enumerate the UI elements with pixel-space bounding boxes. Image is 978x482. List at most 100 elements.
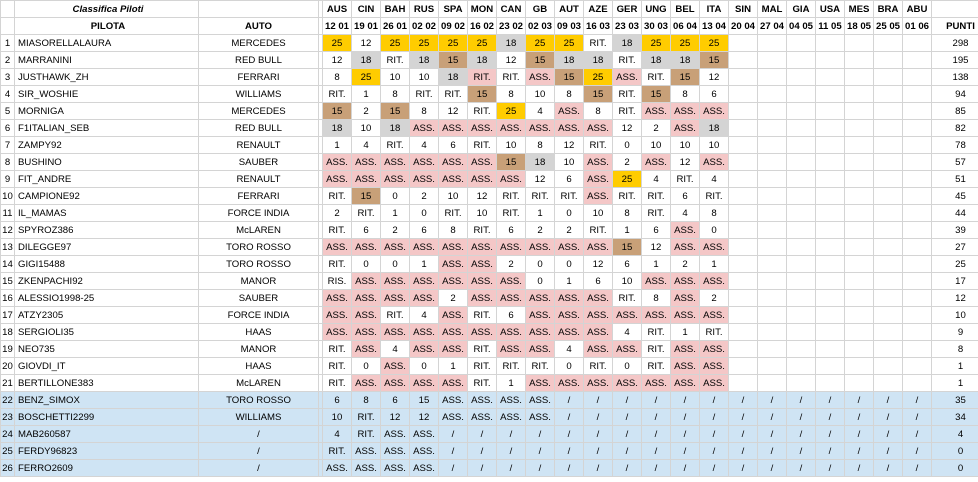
result-cell[interactable]: 15 (554, 68, 584, 86)
result-cell[interactable]: / (902, 442, 932, 460)
result-cell[interactable]: / (641, 391, 671, 409)
result-cell[interactable]: 6 (351, 221, 381, 239)
result-cell[interactable]: ASS. (409, 272, 439, 290)
result-cell[interactable]: ASS. (351, 272, 381, 290)
pilot-name[interactable]: JUSTHAWK_ZH (14, 68, 199, 86)
result-cell[interactable]: 10 (699, 136, 729, 154)
result-cell[interactable] (815, 119, 845, 137)
car-name[interactable]: / (198, 425, 319, 443)
result-cell[interactable]: 10 (583, 204, 613, 222)
result-cell[interactable] (757, 340, 787, 358)
result-cell[interactable] (786, 85, 816, 103)
result-cell[interactable]: 12 (496, 51, 526, 69)
result-cell[interactable]: 0 (380, 187, 410, 205)
result-cell[interactable]: 0 (409, 357, 439, 375)
result-cell[interactable] (873, 272, 903, 290)
result-cell[interactable] (786, 255, 816, 273)
result-cell[interactable]: ASS. (554, 119, 584, 137)
result-cell[interactable]: 12 (322, 51, 352, 69)
result-cell[interactable] (786, 272, 816, 290)
result-cell[interactable]: ASS. (438, 255, 468, 273)
result-cell[interactable]: / (641, 459, 671, 477)
car-name[interactable]: / (198, 459, 319, 477)
table-row[interactable]: 15 ZKENPACHI92 MANOR RIS. ASS. ASS. ASS. ASS. AS… (0, 272, 978, 290)
result-cell[interactable]: 0 (612, 357, 642, 375)
result-cell[interactable]: ASS. (699, 374, 729, 392)
result-cell[interactable]: 6 (409, 221, 439, 239)
result-cell[interactable]: 15 (351, 187, 381, 205)
points-cell[interactable]: 44 (931, 204, 978, 222)
result-cell[interactable] (757, 51, 787, 69)
row-number[interactable]: 16 (0, 289, 15, 307)
car-name[interactable]: RENAULT (198, 136, 319, 154)
result-cell[interactable]: ASS. (380, 442, 410, 460)
result-cell[interactable]: 10 (380, 68, 410, 86)
points-cell[interactable]: 51 (931, 170, 978, 188)
table-row[interactable]: 13 DILEGGE97 TORO ROSSO ASS. ASS. ASS. ASS. ASS… (0, 238, 978, 256)
result-cell[interactable]: / (873, 408, 903, 426)
result-cell[interactable] (757, 170, 787, 188)
points-cell[interactable]: 0 (931, 459, 978, 477)
result-cell[interactable] (873, 255, 903, 273)
result-cell[interactable]: / (786, 442, 816, 460)
result-cell[interactable]: / (438, 442, 468, 460)
result-cell[interactable]: ASS. (409, 170, 439, 188)
result-cell[interactable]: ASS. (438, 153, 468, 171)
result-cell[interactable]: 15 (438, 51, 468, 69)
result-cell[interactable]: 8 (699, 204, 729, 222)
result-cell[interactable] (815, 102, 845, 120)
result-cell[interactable]: 25 (438, 34, 468, 52)
result-cell[interactable]: / (873, 459, 903, 477)
result-cell[interactable]: ASS. (554, 306, 584, 324)
result-cell[interactable] (786, 136, 816, 154)
result-cell[interactable]: 15 (380, 102, 410, 120)
result-cell[interactable]: ASS. (496, 119, 526, 137)
result-cell[interactable] (815, 221, 845, 239)
result-cell[interactable]: 2 (641, 119, 671, 137)
result-cell[interactable] (844, 323, 874, 341)
result-cell[interactable]: 10 (496, 136, 526, 154)
car-name[interactable]: MANOR (198, 272, 319, 290)
result-cell[interactable]: 8 (641, 289, 671, 307)
result-cell[interactable] (844, 340, 874, 358)
result-cell[interactable]: RIT. (699, 323, 729, 341)
result-cell[interactable]: ASS. (496, 289, 526, 307)
points-cell[interactable]: 27 (931, 238, 978, 256)
result-cell[interactable]: 1 (525, 204, 555, 222)
table-row[interactable]: 3 JUSTHAWK_ZH FERRARI 8 25 10 10 18 RIT. RIT. ASS.… (0, 68, 978, 86)
result-cell[interactable]: RIT. (351, 408, 381, 426)
result-cell[interactable] (728, 136, 758, 154)
result-cell[interactable]: ASS. (467, 323, 497, 341)
result-cell[interactable]: RIT. (351, 425, 381, 443)
result-cell[interactable]: RIT. (351, 204, 381, 222)
result-cell[interactable]: RIT. (467, 374, 497, 392)
result-cell[interactable]: RIT. (467, 306, 497, 324)
row-number[interactable]: 1 (0, 34, 15, 52)
result-cell[interactable]: 12 (409, 408, 439, 426)
result-cell[interactable]: 1 (641, 255, 671, 273)
result-cell[interactable] (728, 289, 758, 307)
result-cell[interactable] (815, 204, 845, 222)
car-name[interactable]: TORO ROSSO (198, 255, 319, 273)
car-name[interactable]: FERRARI (198, 68, 319, 86)
result-cell[interactable]: ASS. (322, 238, 352, 256)
result-cell[interactable] (728, 68, 758, 86)
result-cell[interactable]: ASS. (525, 68, 555, 86)
result-cell[interactable]: 2 (351, 102, 381, 120)
result-cell[interactable]: ASS. (409, 374, 439, 392)
result-cell[interactable]: 6 (496, 221, 526, 239)
result-cell[interactable]: ASS. (699, 357, 729, 375)
result-cell[interactable]: RIT. (525, 187, 555, 205)
result-cell[interactable]: 2 (496, 255, 526, 273)
points-cell[interactable]: 78 (931, 136, 978, 154)
result-cell[interactable]: / (496, 425, 526, 443)
result-cell[interactable]: ASS. (525, 306, 555, 324)
result-cell[interactable]: 10 (322, 408, 352, 426)
result-cell[interactable]: ASS. (467, 255, 497, 273)
pilot-name[interactable]: F1ITALIAN_SEB (14, 119, 199, 137)
result-cell[interactable] (786, 170, 816, 188)
result-cell[interactable] (902, 238, 932, 256)
result-cell[interactable]: ASS. (409, 425, 439, 443)
result-cell[interactable]: 6 (641, 221, 671, 239)
result-cell[interactable] (902, 187, 932, 205)
